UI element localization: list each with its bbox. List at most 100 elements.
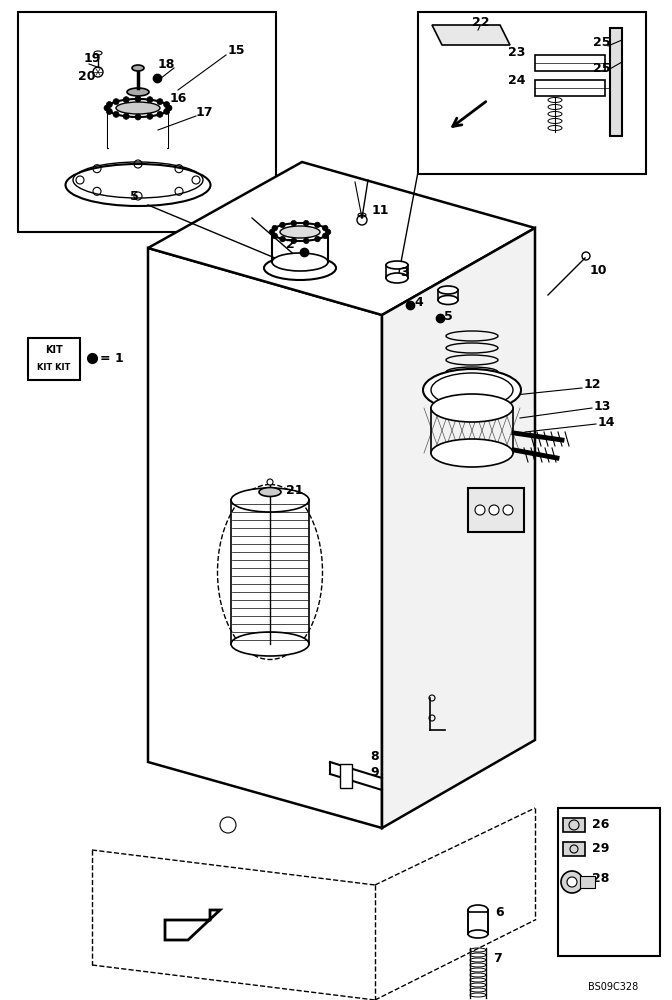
Bar xyxy=(535,80,605,96)
Circle shape xyxy=(489,505,499,515)
Text: 13: 13 xyxy=(594,399,612,412)
Text: 14: 14 xyxy=(598,416,616,428)
Circle shape xyxy=(106,108,112,114)
Circle shape xyxy=(304,238,309,244)
Ellipse shape xyxy=(272,223,328,241)
Circle shape xyxy=(269,229,275,235)
Ellipse shape xyxy=(280,226,320,238)
Bar xyxy=(563,818,585,832)
Circle shape xyxy=(323,233,328,239)
Circle shape xyxy=(272,225,278,231)
Text: 28: 28 xyxy=(592,871,610,884)
Ellipse shape xyxy=(386,273,408,283)
Text: 11: 11 xyxy=(372,204,390,217)
Circle shape xyxy=(106,102,112,108)
Circle shape xyxy=(147,113,153,119)
Bar xyxy=(108,108,168,148)
Bar xyxy=(468,912,488,934)
Circle shape xyxy=(280,222,286,228)
Text: BS09C328: BS09C328 xyxy=(588,982,638,992)
Text: 25: 25 xyxy=(593,35,610,48)
Circle shape xyxy=(147,97,153,103)
Ellipse shape xyxy=(431,394,513,422)
Bar xyxy=(563,842,585,856)
Text: = 1: = 1 xyxy=(100,352,124,364)
Ellipse shape xyxy=(386,261,408,269)
Circle shape xyxy=(325,229,331,235)
Bar xyxy=(418,12,646,174)
Ellipse shape xyxy=(116,102,160,114)
Text: 17: 17 xyxy=(196,105,214,118)
Circle shape xyxy=(164,102,169,108)
Bar xyxy=(610,28,622,136)
Ellipse shape xyxy=(127,88,149,96)
Text: 12: 12 xyxy=(584,378,601,391)
Circle shape xyxy=(280,236,286,242)
Circle shape xyxy=(166,105,172,111)
Text: 25: 25 xyxy=(593,62,610,75)
Bar xyxy=(468,488,524,532)
Circle shape xyxy=(323,225,328,231)
Text: KIT: KIT xyxy=(45,345,63,355)
Circle shape xyxy=(113,99,119,105)
Text: 20: 20 xyxy=(78,70,95,83)
Text: 5: 5 xyxy=(444,310,453,322)
Text: 22: 22 xyxy=(472,15,489,28)
Ellipse shape xyxy=(231,632,309,656)
Text: 16: 16 xyxy=(170,92,187,104)
Circle shape xyxy=(314,222,320,228)
Circle shape xyxy=(272,233,278,239)
Ellipse shape xyxy=(438,286,458,294)
Bar xyxy=(28,338,80,380)
Circle shape xyxy=(503,505,513,515)
Text: 5: 5 xyxy=(130,190,138,202)
Circle shape xyxy=(303,220,309,226)
Bar xyxy=(340,764,352,788)
Circle shape xyxy=(157,99,163,105)
Polygon shape xyxy=(165,910,220,940)
Bar xyxy=(18,12,276,232)
Text: 24: 24 xyxy=(508,74,526,87)
Circle shape xyxy=(561,871,583,893)
Bar xyxy=(535,55,605,71)
Text: 9: 9 xyxy=(370,766,378,778)
Circle shape xyxy=(267,479,273,485)
Text: 29: 29 xyxy=(592,842,610,856)
Text: 6: 6 xyxy=(495,906,503,918)
Ellipse shape xyxy=(438,296,458,304)
Circle shape xyxy=(164,108,169,114)
Circle shape xyxy=(475,505,485,515)
Circle shape xyxy=(314,236,321,242)
Text: 2: 2 xyxy=(286,238,295,251)
Text: KIT KIT: KIT KIT xyxy=(38,363,71,372)
Polygon shape xyxy=(382,228,535,828)
Circle shape xyxy=(104,105,110,111)
Ellipse shape xyxy=(264,256,336,280)
Text: 15: 15 xyxy=(228,43,245,56)
Circle shape xyxy=(113,111,119,117)
Text: 3: 3 xyxy=(400,265,409,278)
Polygon shape xyxy=(432,25,510,45)
Ellipse shape xyxy=(468,905,488,915)
Text: 26: 26 xyxy=(592,818,610,832)
Ellipse shape xyxy=(259,488,281,496)
Ellipse shape xyxy=(423,369,521,411)
Ellipse shape xyxy=(468,930,488,938)
Ellipse shape xyxy=(231,488,309,512)
Circle shape xyxy=(291,238,296,244)
Ellipse shape xyxy=(272,253,328,271)
Text: 10: 10 xyxy=(590,263,607,276)
Circle shape xyxy=(123,97,129,103)
Polygon shape xyxy=(148,162,535,315)
Circle shape xyxy=(157,111,163,117)
Circle shape xyxy=(123,113,129,119)
Text: 7: 7 xyxy=(493,952,502,964)
Text: 21: 21 xyxy=(286,484,304,496)
Ellipse shape xyxy=(431,439,513,467)
Bar xyxy=(558,808,660,956)
Text: 8: 8 xyxy=(370,750,378,764)
Circle shape xyxy=(135,96,141,102)
Circle shape xyxy=(567,877,577,887)
Text: 4: 4 xyxy=(414,296,423,308)
Circle shape xyxy=(291,220,296,226)
